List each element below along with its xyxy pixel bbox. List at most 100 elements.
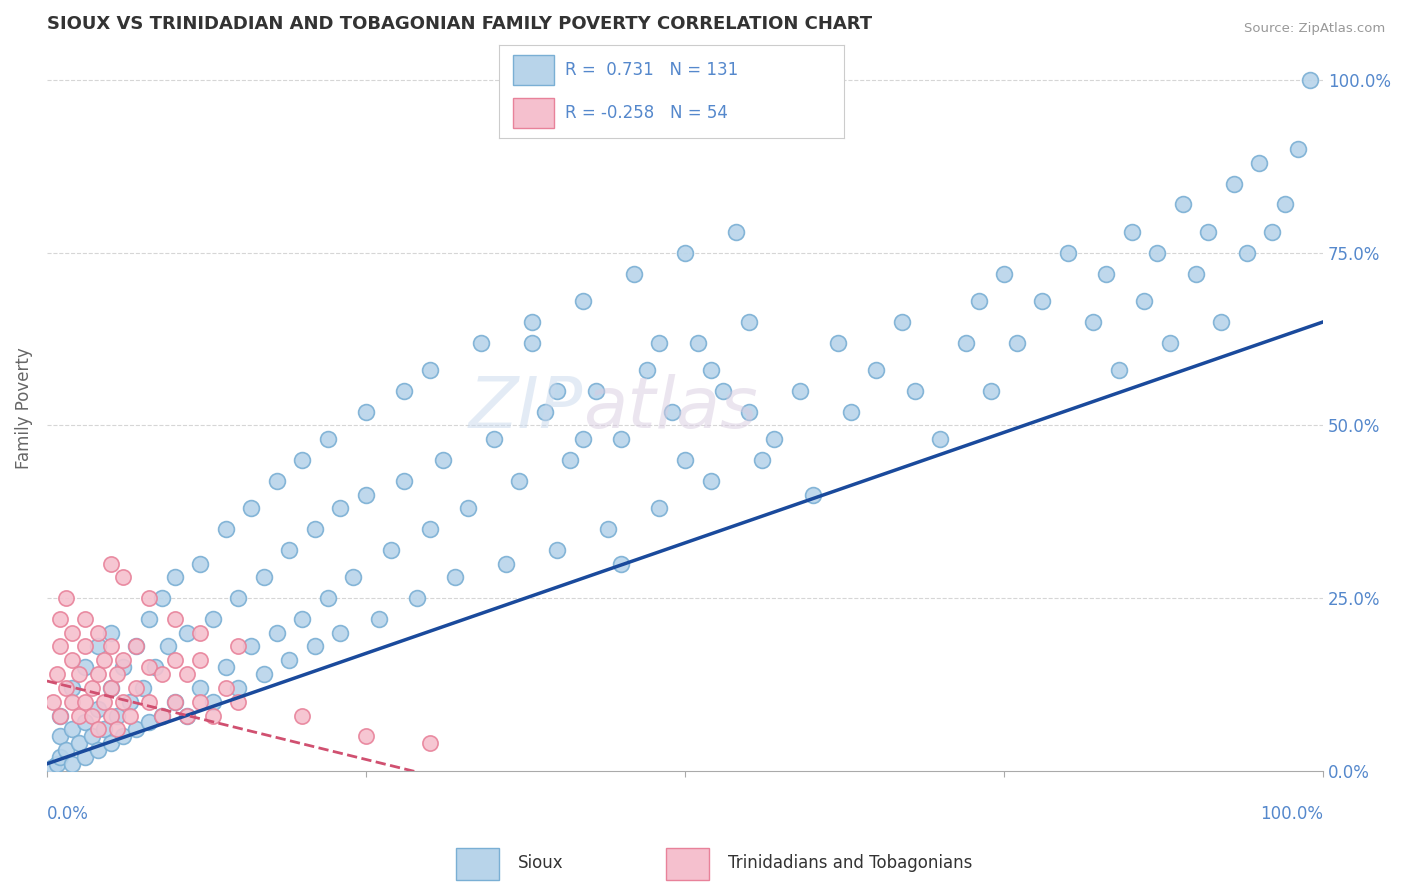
Point: [87, 625, 110, 640]
Point: [789, 384, 811, 398]
Point: [75, 640, 97, 654]
Point: [329, 501, 352, 516]
Point: [138, 715, 160, 730]
Point: [118, 695, 141, 709]
Point: [228, 695, 250, 709]
Point: [291, 612, 314, 626]
Point: [42, 760, 65, 774]
Point: [1261, 225, 1284, 239]
Point: [105, 723, 128, 737]
Point: [1121, 225, 1143, 239]
Point: [201, 708, 224, 723]
Text: 0.0%: 0.0%: [46, 805, 89, 823]
Point: [67, 708, 90, 723]
Point: [291, 453, 314, 467]
Point: [648, 501, 671, 516]
Bar: [666, 848, 709, 880]
Point: [636, 363, 658, 377]
Point: [138, 660, 160, 674]
Point: [904, 384, 927, 398]
Point: [93, 695, 115, 709]
Point: [406, 591, 429, 606]
Point: [214, 660, 236, 674]
Point: [316, 432, 339, 446]
Point: [188, 653, 211, 667]
Point: [929, 432, 952, 446]
Point: [419, 363, 441, 377]
Point: [1223, 177, 1246, 191]
Point: [508, 474, 530, 488]
Point: [304, 522, 326, 536]
Point: [112, 653, 135, 667]
Point: [80, 681, 103, 695]
Point: [46, 667, 69, 681]
Point: [1133, 294, 1156, 309]
Point: [163, 612, 186, 626]
Point: [623, 267, 645, 281]
Point: [738, 405, 761, 419]
Point: [163, 653, 186, 667]
Point: [42, 695, 65, 709]
Point: [145, 660, 167, 674]
Point: [342, 570, 364, 584]
Point: [865, 363, 887, 377]
Point: [827, 335, 849, 350]
Point: [891, 315, 914, 329]
Point: [87, 701, 110, 715]
Point: [354, 487, 377, 501]
Point: [48, 729, 70, 743]
Point: [48, 708, 70, 723]
Point: [55, 681, 77, 695]
Point: [150, 591, 173, 606]
Point: [55, 743, 77, 757]
Point: [585, 384, 607, 398]
Point: [533, 405, 555, 419]
Point: [62, 625, 84, 640]
Point: [470, 335, 492, 350]
Point: [112, 660, 135, 674]
Point: [188, 625, 211, 640]
Point: [304, 640, 326, 654]
Point: [955, 335, 977, 350]
Point: [673, 245, 696, 260]
Point: [125, 723, 148, 737]
Point: [176, 708, 198, 723]
Text: 100.0%: 100.0%: [1260, 805, 1323, 823]
Bar: [513, 55, 554, 85]
Point: [967, 294, 990, 309]
Point: [150, 708, 173, 723]
Point: [610, 432, 633, 446]
Point: [329, 625, 352, 640]
Point: [150, 708, 173, 723]
Point: [598, 522, 620, 536]
Point: [699, 363, 721, 377]
Text: Sioux: Sioux: [517, 854, 562, 872]
Point: [1299, 73, 1322, 87]
Point: [725, 225, 748, 239]
Point: [394, 384, 416, 398]
Point: [228, 591, 250, 606]
Point: [201, 695, 224, 709]
Point: [354, 405, 377, 419]
Point: [112, 695, 135, 709]
Point: [228, 640, 250, 654]
Point: [150, 667, 173, 681]
Point: [661, 405, 683, 419]
Point: [55, 591, 77, 606]
Point: [1197, 225, 1219, 239]
Point: [214, 522, 236, 536]
Point: [80, 708, 103, 723]
Point: [75, 660, 97, 674]
Point: [266, 625, 288, 640]
Point: [520, 315, 543, 329]
Point: [201, 612, 224, 626]
Point: [112, 729, 135, 743]
Point: [648, 335, 671, 350]
Point: [163, 570, 186, 584]
Point: [1249, 156, 1271, 170]
Point: [48, 750, 70, 764]
Point: [131, 681, 153, 695]
Point: [75, 715, 97, 730]
Point: [240, 640, 263, 654]
Y-axis label: Family Poverty: Family Poverty: [15, 347, 32, 469]
